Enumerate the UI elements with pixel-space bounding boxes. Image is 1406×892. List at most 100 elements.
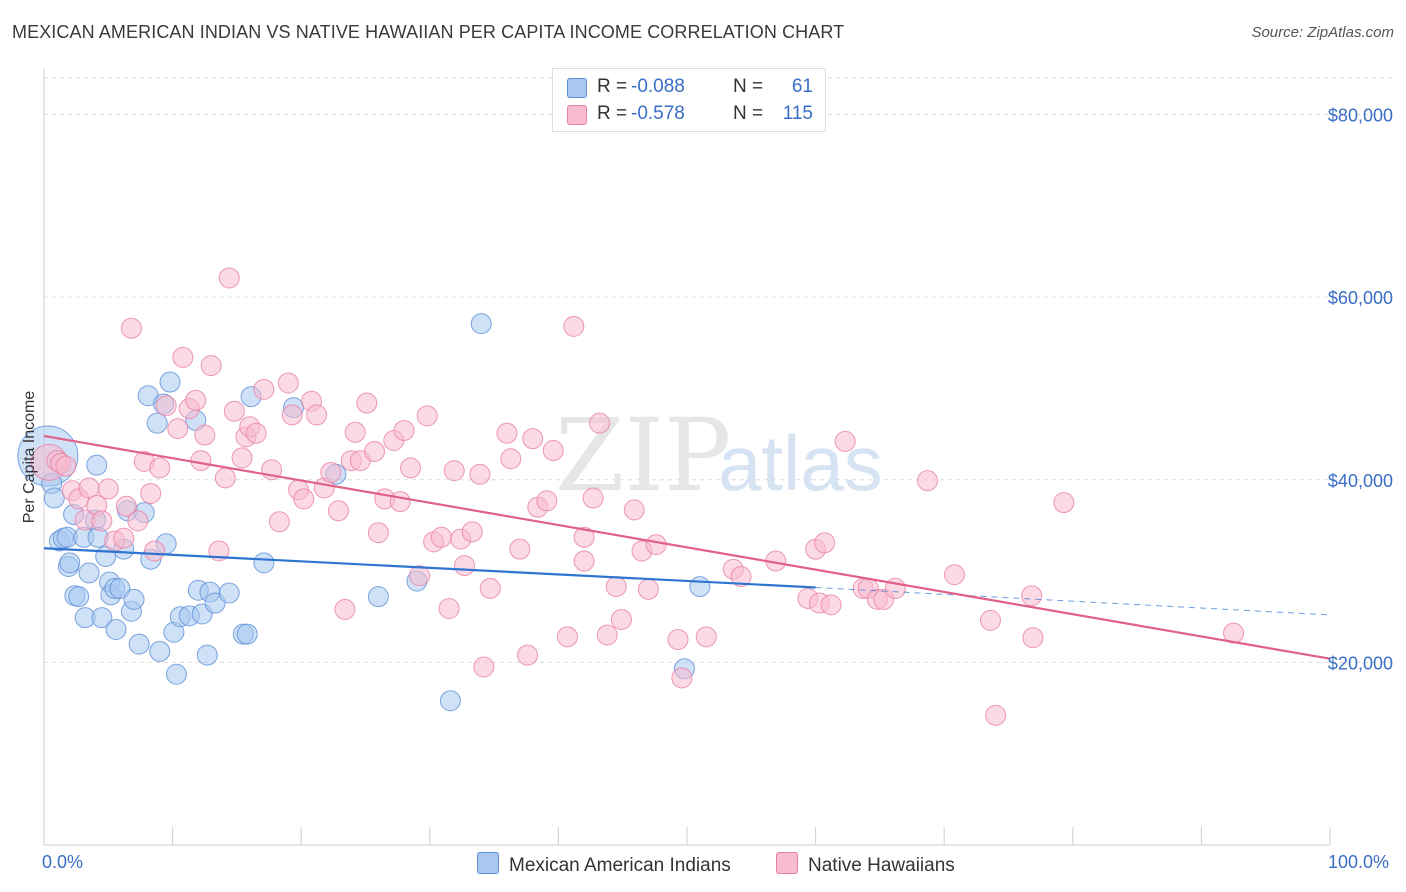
native-hawaiian-point xyxy=(645,534,667,556)
native-hawaiian-point xyxy=(605,576,627,598)
native-hawaiian-point xyxy=(127,510,149,532)
native-hawaiian-point xyxy=(473,656,495,678)
legend-r-label: R = xyxy=(597,103,628,124)
native-hawaiian-point xyxy=(200,355,222,377)
native-hawaiian-point xyxy=(281,404,303,426)
native-hawaiian-point xyxy=(637,578,659,600)
legend-r-value: -0.578 xyxy=(631,103,685,124)
mexican-american-indian-point xyxy=(439,690,461,712)
native-hawaiian-point xyxy=(820,594,842,616)
data-points xyxy=(17,267,1245,726)
native-hawaiian-point xyxy=(916,470,938,492)
native-hawaiian-point xyxy=(223,400,245,422)
native-hawaiian-point xyxy=(671,667,693,689)
native-hawaiian-point xyxy=(113,527,135,549)
mexican-american-indian-point xyxy=(128,633,150,655)
native-hawaiian-point xyxy=(144,540,166,562)
x-tick-min: 0.0% xyxy=(42,852,84,872)
native-hawaiian-point xyxy=(536,490,558,512)
native-hawaiian-point xyxy=(172,346,194,368)
y-tick-label: $40,000 xyxy=(1328,471,1393,491)
native-hawaiian-point xyxy=(115,495,137,517)
native-hawaiian-point xyxy=(214,467,236,489)
native-hawaiian-point xyxy=(454,555,476,577)
legend-r-value: -0.088 xyxy=(631,76,685,97)
mexican-american-indian-point xyxy=(86,454,108,476)
native-hawaiian-point xyxy=(814,532,836,554)
x-tick-max: 100.0% xyxy=(1328,852,1390,872)
native-hawaiian-point xyxy=(1053,492,1075,514)
native-hawaiian-point xyxy=(400,457,422,479)
native-hawaiian-point xyxy=(344,421,366,443)
mexican-american-indian-point xyxy=(159,371,181,393)
legend-n-value: 61 xyxy=(791,76,813,97)
mexican-american-indian-point xyxy=(43,487,65,509)
native-hawaiian-point xyxy=(409,565,431,587)
trend-lines xyxy=(43,434,1331,660)
watermark-zip: ZIP xyxy=(555,397,731,514)
series-label: Mexican American Indians xyxy=(509,855,731,876)
mexican-american-indian-point xyxy=(105,619,127,641)
legend-swatch-pink xyxy=(776,852,798,874)
native-hawaiian-point xyxy=(356,392,378,414)
native-hawaiian-point xyxy=(218,267,240,289)
mexican-american-indian-point xyxy=(78,562,100,584)
native-hawaiian-point xyxy=(573,526,595,548)
native-hawaiian-point xyxy=(194,424,216,446)
native-hawaiian-point xyxy=(140,482,162,504)
native-hawaiian-point xyxy=(277,372,299,394)
correlation-legend: R = -0.088 N = 61 R = -0.578 N = 115 xyxy=(552,68,826,132)
mexican-american-indian-point xyxy=(470,313,492,335)
legend-swatch-blue xyxy=(477,852,499,874)
native-hawaiian-point xyxy=(430,526,452,548)
mexican-american-indian-point xyxy=(109,577,131,599)
native-hawaiian-point xyxy=(149,457,171,479)
source-note: Source: ZipAtlas.com xyxy=(1251,24,1394,41)
native-hawaiian-point xyxy=(573,550,595,572)
native-hawaiian-point xyxy=(556,626,578,648)
native-hawaiian-point xyxy=(730,566,752,588)
legend-r-label: R = xyxy=(597,76,628,97)
native-hawaiian-point xyxy=(563,315,585,337)
mexican-american-indian-point xyxy=(236,623,258,645)
native-hawaiian-point xyxy=(167,418,189,440)
native-hawaiian-point xyxy=(1223,622,1245,644)
mexican-american-indian-point xyxy=(149,640,171,662)
native-hawaiian-point xyxy=(1022,627,1044,649)
gridlines xyxy=(44,77,1393,663)
mexican-american-indian-point xyxy=(91,607,113,629)
native-hawaiian-point xyxy=(327,500,349,522)
native-hawaiian-point xyxy=(834,430,856,452)
native-hawaiian-point xyxy=(293,488,315,510)
mexican-american-indian-point xyxy=(123,588,145,610)
native-hawaiian-point xyxy=(461,521,483,543)
series-label: Native Hawaiians xyxy=(808,855,955,876)
native-hawaiian-point xyxy=(589,412,611,434)
series-legend-hawaiian[interactable]: Native Hawaiians xyxy=(776,852,955,877)
native-hawaiian-point xyxy=(91,510,113,532)
mexican-american-indian-point xyxy=(218,582,240,604)
legend-swatch-blue xyxy=(567,78,587,98)
mexican-american-indian-trend-line xyxy=(43,547,816,589)
native-hawaiian-point xyxy=(667,629,689,651)
native-hawaiian-point xyxy=(517,644,539,666)
mexican-american-indian-point xyxy=(689,576,711,598)
native-hawaiian-point xyxy=(155,395,177,417)
chart-title: MEXICAN AMERICAN INDIAN VS NATIVE HAWAII… xyxy=(12,22,845,42)
native-hawaiian-point xyxy=(610,608,632,630)
native-hawaiian-point xyxy=(582,487,604,509)
legend-swatch-pink xyxy=(567,105,587,125)
native-hawaiian-point xyxy=(268,511,290,533)
native-hawaiian-point xyxy=(479,577,501,599)
legend-n-value: 115 xyxy=(782,103,813,124)
native-hawaiian-point xyxy=(542,440,564,462)
mexican-american-indian-point xyxy=(59,552,81,574)
native-hawaiian-point xyxy=(596,624,618,646)
native-hawaiian-point xyxy=(522,428,544,450)
watermark-atlas: atlas xyxy=(718,419,883,507)
native-hawaiian-point xyxy=(1021,585,1043,607)
native-hawaiian-point xyxy=(97,478,119,500)
series-legend-mexican[interactable]: Mexican American Indians xyxy=(477,852,731,877)
y-tick-label: $20,000 xyxy=(1328,653,1393,673)
